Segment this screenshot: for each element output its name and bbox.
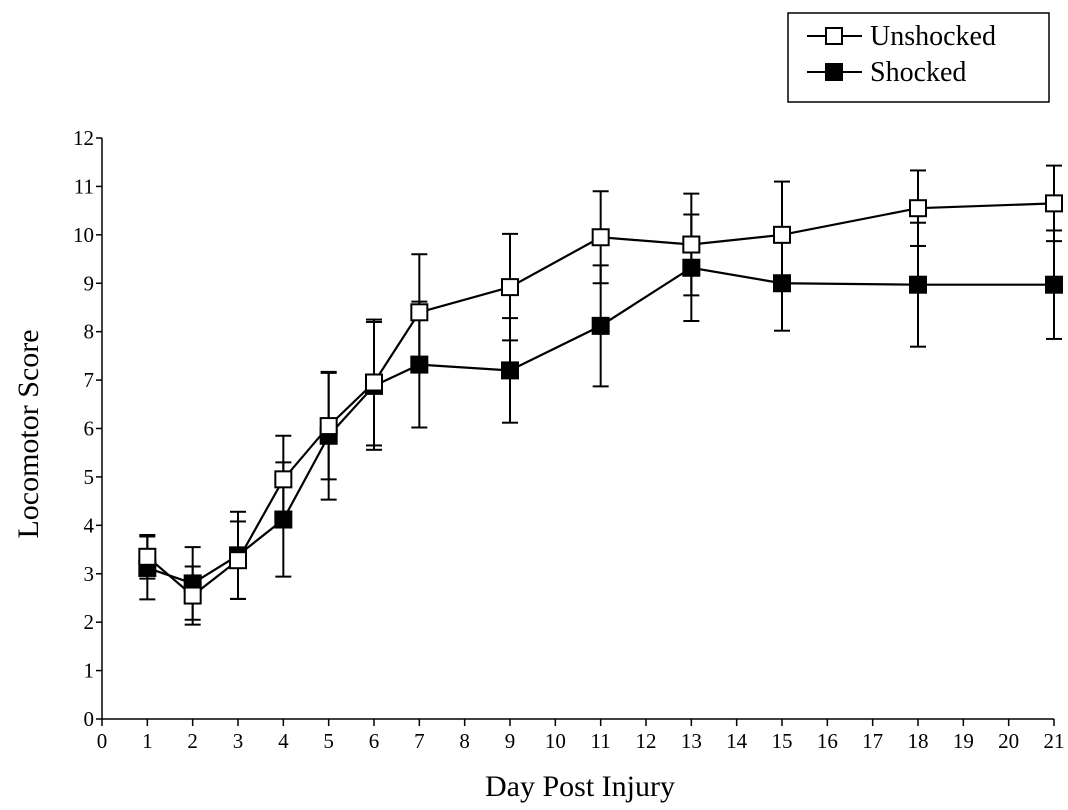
legend-unshocked-marker	[825, 27, 843, 45]
x-tick-label: 9	[505, 729, 516, 753]
series-layer	[138, 164, 1063, 626]
x-tick-label: 4	[278, 729, 289, 753]
unshocked-marker	[773, 225, 791, 244]
unshocked-marker	[365, 373, 383, 392]
x-tick-label: 15	[772, 729, 793, 753]
x-tick-label: 13	[681, 729, 702, 753]
unshocked-marker	[909, 199, 927, 218]
unshocked-marker	[1045, 194, 1063, 213]
unshocked-marker	[591, 228, 610, 247]
y-tick-label: 1	[84, 659, 95, 683]
x-tick-label: 6	[369, 729, 380, 753]
x-tick-label: 17	[862, 729, 883, 753]
x-tick-label: 5	[323, 729, 334, 753]
y-tick-label: 9	[84, 271, 95, 295]
unshocked-marker	[229, 551, 247, 570]
legend: Unshocked Shocked	[787, 12, 1050, 103]
series-unshocked	[138, 164, 1063, 626]
legend-shocked-marker	[825, 63, 843, 81]
x-tick-label: 7	[414, 729, 425, 753]
x-tick-label: 10	[545, 729, 566, 753]
y-tick-label: 0	[84, 707, 95, 731]
y-tick-label: 2	[84, 610, 95, 634]
unshocked-marker	[319, 417, 338, 436]
y-axis-title: Locomotor Score	[12, 329, 45, 538]
x-tick-label: 21	[1044, 729, 1065, 753]
unshocked-marker	[138, 547, 157, 566]
y-tick-label: 11	[74, 174, 94, 198]
shocked-marker	[501, 361, 519, 380]
y-tick-label: 8	[84, 320, 95, 344]
y-tick-label: 12	[73, 126, 94, 150]
x-tick-label: 2	[187, 729, 198, 753]
unshocked-marker	[410, 303, 429, 322]
x-tick-label: 3	[233, 729, 244, 753]
legend-unshocked-label: Unshocked	[870, 21, 996, 52]
y-tick-label: 6	[84, 417, 95, 441]
x-tick-label: 1	[142, 729, 153, 753]
y-tick-label: 10	[73, 223, 94, 247]
unshocked-marker	[183, 586, 202, 605]
shocked-marker	[591, 316, 610, 335]
shocked-marker	[909, 275, 927, 294]
unshocked-marker	[682, 235, 701, 254]
y-tick-label: 5	[84, 465, 95, 489]
x-tick-label: 20	[998, 729, 1019, 753]
legend-shocked-label: Shocked	[870, 57, 966, 88]
y-tick-label: 7	[84, 368, 95, 392]
x-tick-label: 12	[636, 729, 657, 753]
unshocked-marker	[501, 278, 519, 297]
x-tick-label: 16	[817, 729, 838, 753]
y-tick-label: 4	[84, 513, 95, 537]
x-tick-label: 0	[97, 729, 108, 753]
x-tick-label: 18	[908, 729, 929, 753]
x-tick-label: 11	[591, 729, 611, 753]
unshocked-marker	[274, 470, 293, 489]
x-axis-title: Day Post Injury	[485, 770, 675, 803]
y-tick-label: 3	[84, 562, 95, 586]
shocked-marker	[1045, 275, 1063, 294]
x-tick-label: 19	[953, 729, 974, 753]
x-tick-label: 14	[726, 729, 748, 753]
x-tick-label: 8	[459, 729, 470, 753]
